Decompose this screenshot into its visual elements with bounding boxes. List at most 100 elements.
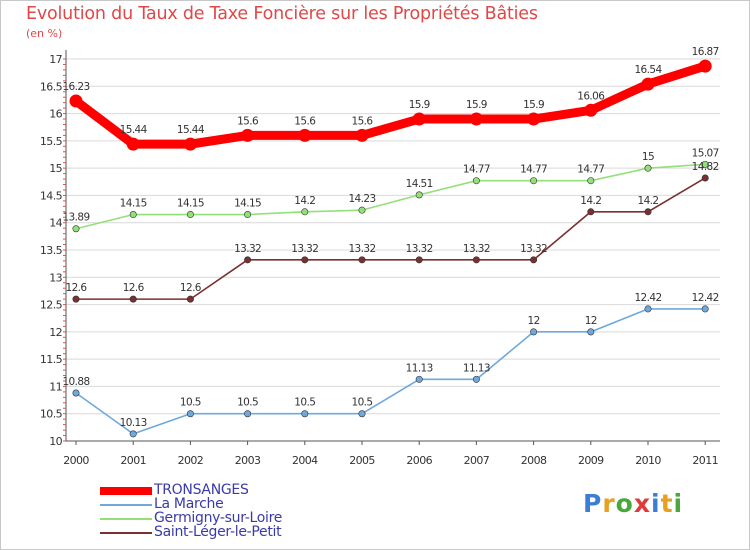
data-point (641, 77, 655, 91)
y-tick-label: 14 (49, 217, 62, 230)
data-point (472, 177, 480, 185)
data-label: 14.82 (692, 161, 719, 173)
data-point (527, 112, 541, 126)
data-point (183, 137, 197, 151)
data-label: 10.13 (120, 417, 147, 429)
data-label: 15.9 (409, 99, 430, 111)
data-label: 13.32 (291, 243, 318, 255)
x-tick-label: 2000 (63, 454, 89, 467)
data-point (358, 206, 366, 214)
data-point (358, 256, 366, 264)
y-tick-label: 16 (49, 108, 62, 121)
data-label: 12.6 (123, 282, 145, 294)
data-label: 13.32 (234, 243, 261, 255)
data-label: 14.23 (348, 193, 375, 205)
logo-letter: x (633, 489, 651, 518)
y-tick-label: 10 (49, 435, 62, 448)
data-label: 11.13 (463, 362, 490, 374)
data-point (186, 410, 194, 418)
data-label: 14.2 (294, 195, 315, 207)
data-point (129, 430, 137, 438)
data-label: 16.54 (634, 64, 662, 76)
data-label: 15.44 (120, 124, 148, 136)
data-point (244, 410, 252, 418)
data-label: 15 (642, 151, 654, 163)
data-point (415, 256, 423, 264)
data-label: 12 (528, 315, 540, 327)
data-point (301, 208, 309, 216)
data-label: 16.23 (62, 81, 89, 93)
data-label: 13.32 (520, 243, 547, 255)
y-tick-label: 16.5 (40, 80, 63, 93)
logo-letter: r (602, 489, 616, 518)
x-tick-label: 2004 (292, 454, 318, 467)
y-tick-label: 15 (49, 162, 62, 175)
logo-letter: P (583, 489, 603, 518)
logo-letter: i (673, 489, 684, 518)
data-point (69, 94, 83, 108)
x-tick-label: 2010 (635, 454, 661, 467)
legend-label: La Marche (154, 496, 224, 512)
data-label: 14.77 (520, 164, 547, 176)
data-label: 12.6 (66, 282, 88, 294)
y-tick-label: 14.5 (40, 189, 63, 202)
data-point (415, 191, 423, 199)
series-line (75, 163, 707, 230)
data-label: 10.5 (352, 397, 373, 409)
legend-swatch (100, 532, 152, 534)
data-label: 15.6 (352, 115, 374, 127)
x-tick-label: 2001 (120, 454, 146, 467)
data-point (584, 103, 598, 117)
data-point (698, 59, 712, 73)
data-point (72, 225, 80, 233)
gridlines (66, 58, 720, 442)
data-point (701, 160, 709, 168)
data-point (72, 389, 80, 397)
data-point (186, 295, 194, 303)
data-label: 12 (585, 315, 597, 327)
data-point (301, 256, 309, 264)
data-label: 14.15 (120, 198, 147, 210)
data-label: 14.2 (638, 195, 659, 207)
data-point (244, 256, 252, 264)
x-tick-label: 2003 (235, 454, 261, 467)
data-point (415, 375, 423, 383)
data-label: 15.6 (237, 115, 259, 127)
legend-label: Germigny-sur-Loire (154, 510, 283, 526)
data-label: 14.2 (580, 195, 601, 207)
logo-letter: o (615, 489, 634, 518)
y-tick-label: 13 (49, 271, 62, 284)
data-point (587, 177, 595, 185)
y-tick-label: 17 (49, 53, 62, 66)
data-label: 14.15 (177, 198, 204, 210)
data-point (412, 112, 426, 126)
data-label: 10.88 (62, 376, 89, 388)
data-point (701, 305, 709, 313)
data-point (587, 328, 595, 336)
data-point (587, 208, 595, 216)
x-tick-label: 2002 (178, 454, 204, 467)
x-tick-label: 2007 (464, 454, 490, 467)
axes: 10 10.5 11 11.5 12 12.5 13 13.5 14 14.5 15 15.5 16 16… (40, 50, 720, 467)
y-tick-label: 12 (49, 326, 62, 339)
data-point (126, 137, 140, 151)
data-label: 15.9 (466, 99, 487, 111)
legend-label: TRONSANGES (154, 482, 249, 498)
data-point (530, 177, 538, 185)
x-tick-label: 2006 (406, 454, 432, 467)
proxiti-logo: Proxiti (583, 489, 683, 518)
data-point (358, 410, 366, 418)
data-label: 15.07 (692, 147, 719, 159)
data-point (129, 211, 137, 219)
data-point (355, 128, 369, 142)
legend-swatch (100, 518, 152, 520)
y-tick-label: 15.5 (40, 135, 63, 148)
logo-letter: i (651, 489, 661, 518)
y-tick-label: 11 (49, 380, 62, 393)
x-tick-label: 2011 (692, 454, 718, 467)
series-lines (69, 59, 712, 438)
data-point (129, 295, 137, 303)
legend-label: Saint-Léger-le-Petit (154, 524, 282, 540)
data-label: 13.89 (62, 212, 89, 224)
